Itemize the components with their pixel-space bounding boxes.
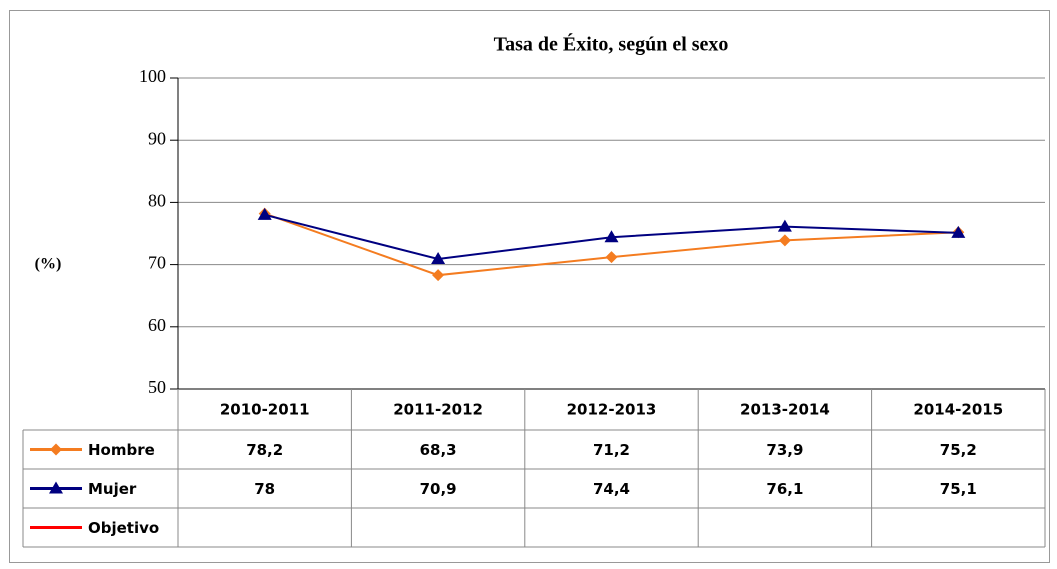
marker (431, 252, 446, 265)
x-tick-label: 2013-2014 (740, 401, 830, 419)
marker (432, 269, 445, 282)
y-tick-label: 50 (148, 377, 166, 397)
table-value: 75,2 (940, 441, 977, 459)
table-value: 76,1 (766, 480, 803, 498)
y-tick-label: 70 (148, 253, 166, 273)
table-value: 68,3 (420, 441, 457, 459)
table-value: 70,9 (420, 480, 457, 498)
y-tick-label: 60 (148, 315, 166, 335)
legend-label: Objetivo (88, 519, 159, 537)
marker (951, 225, 966, 238)
x-tick-label: 2014-2015 (913, 401, 1003, 419)
x-tick-label: 2010-2011 (220, 401, 310, 419)
table-value: 78,2 (246, 441, 283, 459)
table-value: 74,4 (593, 480, 630, 498)
legend-marker (49, 481, 63, 494)
x-tick-label: 2011-2012 (393, 401, 483, 419)
marker (778, 234, 791, 247)
legend-label: Hombre (88, 441, 155, 459)
table-value: 73,9 (766, 441, 803, 459)
table-value: 71,2 (593, 441, 630, 459)
marker (777, 219, 792, 232)
marker (604, 230, 619, 243)
y-tick-label: 100 (139, 66, 166, 86)
legend-marker (50, 443, 62, 456)
table-value: 75,1 (940, 480, 977, 498)
chart-title: Tasa de Éxito, según el sexo (494, 33, 729, 56)
table-value: 78 (254, 480, 275, 498)
y-axis-label: (%) (35, 256, 62, 273)
x-tick-label: 2012-2013 (567, 401, 657, 419)
chart-frame (9, 10, 1050, 563)
legend-label: Mujer (88, 480, 137, 498)
marker (257, 207, 272, 220)
marker (605, 251, 618, 264)
y-tick-label: 80 (148, 191, 166, 211)
y-tick-label: 90 (148, 128, 166, 148)
